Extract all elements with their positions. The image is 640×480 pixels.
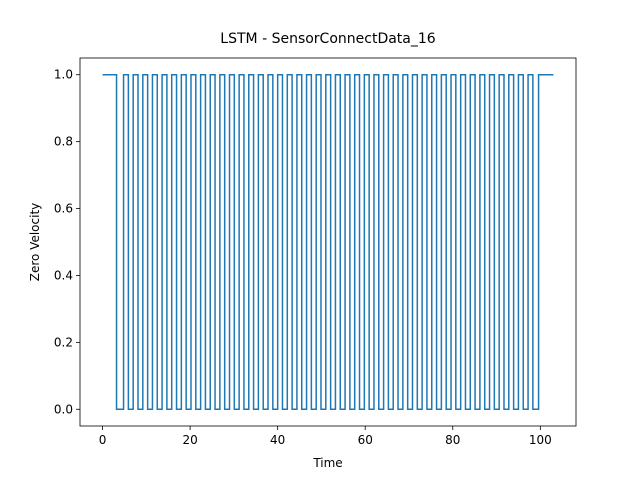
y-tick-label: 0.4 xyxy=(54,268,73,282)
x-tick-label: 0 xyxy=(99,433,107,447)
x-tick-label: 80 xyxy=(445,433,460,447)
x-tick-label: 40 xyxy=(270,433,285,447)
chart-title: LSTM - SensorConnectData_16 xyxy=(220,31,435,47)
y-tick-label: 0.0 xyxy=(54,402,73,416)
axes-frame xyxy=(79,57,577,427)
y-axis-label: Zero Velocity xyxy=(28,203,42,282)
x-tick-label: 20 xyxy=(182,433,197,447)
x-tick-label: 100 xyxy=(529,433,552,447)
y-tick-label: 0.8 xyxy=(54,135,73,149)
data-line xyxy=(102,73,554,411)
y-tick-label: 0.6 xyxy=(54,202,73,216)
x-axis-label: Time xyxy=(312,456,342,470)
y-tick-label: 1.0 xyxy=(54,68,73,82)
y-tick-label: 0.2 xyxy=(54,335,73,349)
x-tick-label: 60 xyxy=(358,433,373,447)
